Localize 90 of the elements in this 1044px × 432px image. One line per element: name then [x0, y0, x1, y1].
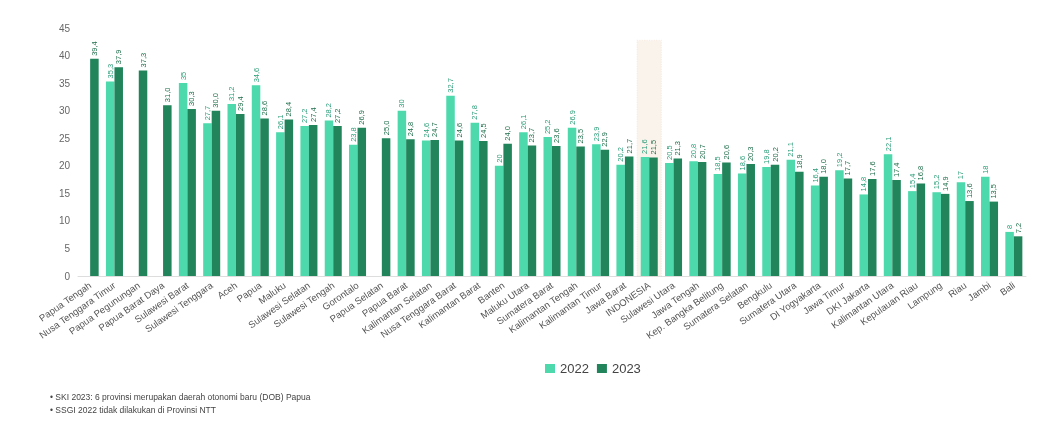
- y-tick-label: 30: [58, 105, 71, 117]
- bar: [916, 183, 926, 276]
- bar: [665, 163, 674, 276]
- y-tick-label: 0: [64, 270, 71, 282]
- bar: [689, 161, 698, 276]
- bar: [227, 104, 236, 276]
- bar: [479, 140, 488, 276]
- bar: [810, 185, 820, 276]
- bar: [430, 139, 439, 276]
- bar: [616, 164, 625, 276]
- bar: [421, 140, 431, 276]
- bar: [746, 164, 755, 276]
- bar: [673, 158, 683, 276]
- bar: [819, 176, 828, 276]
- bar: [187, 109, 196, 276]
- bar: [163, 105, 172, 276]
- bar: [333, 126, 342, 276]
- y-tick-label: 35: [58, 77, 71, 89]
- bar: [519, 132, 528, 276]
- bar: [697, 161, 707, 276]
- bar: [713, 174, 723, 276]
- y-tick-label: 25: [58, 132, 71, 144]
- bar: [835, 170, 844, 276]
- bar: [956, 182, 966, 276]
- bar: [494, 165, 504, 276]
- bar: [211, 110, 221, 276]
- bar: [600, 149, 610, 276]
- bar: [178, 83, 188, 276]
- bar: [883, 154, 893, 276]
- bar: [737, 173, 747, 276]
- bar: [324, 120, 334, 276]
- bar: [624, 156, 634, 276]
- bar: [276, 132, 285, 276]
- bar: [592, 144, 601, 276]
- bar: [406, 139, 415, 276]
- bar: [300, 126, 309, 276]
- bar: [908, 191, 917, 276]
- bar: [859, 194, 868, 276]
- text: • SKI 2023: 6 provinsi merupakan daerah otonomi baru (DOB) Papua: [50, 391, 311, 402]
- bar: [454, 140, 464, 276]
- bar: [892, 180, 901, 276]
- bar: [722, 162, 731, 276]
- bar: [567, 127, 577, 276]
- bar: [284, 119, 294, 276]
- bar: [105, 81, 115, 276]
- bar: [1013, 236, 1023, 276]
- bar: [1005, 231, 1014, 276]
- y-tick-label: 40: [58, 50, 71, 62]
- bar: [649, 157, 658, 276]
- y-tick-label: 10: [58, 215, 71, 227]
- x-tick-label: Bali: [997, 279, 1017, 298]
- bar: [868, 179, 877, 276]
- bar: [940, 193, 950, 276]
- bar: [236, 113, 245, 276]
- bar: [357, 127, 367, 276]
- y-tick-label: 15: [58, 187, 71, 199]
- x-tick-label: Riau: [946, 279, 969, 300]
- bar: [795, 171, 804, 276]
- bar: [527, 145, 537, 276]
- legend-label: 2022: [560, 361, 589, 376]
- bar: [308, 125, 318, 276]
- y-tick-label: 45: [58, 22, 71, 34]
- bar: [381, 138, 391, 276]
- text: • SSGI 2022 tidak dilakukan di Provinsi NTT: [50, 404, 216, 415]
- bar: [770, 164, 780, 276]
- bar: [543, 137, 552, 276]
- bar: [470, 122, 480, 276]
- bar: [397, 110, 407, 276]
- bar: [138, 70, 148, 276]
- bar: [90, 58, 99, 276]
- y-tick-label: 20: [58, 160, 71, 172]
- bar: [446, 95, 455, 276]
- bar: [260, 118, 269, 276]
- bar: [203, 123, 212, 276]
- bar: [786, 159, 796, 276]
- bar: [762, 166, 771, 276]
- bar: [251, 85, 261, 276]
- bar: [349, 144, 358, 276]
- bar: [576, 146, 585, 276]
- bar: [989, 201, 999, 276]
- bar: [932, 192, 941, 276]
- bar: [981, 176, 990, 276]
- bar: [503, 143, 512, 276]
- bar: [965, 201, 974, 276]
- legend-label: 2023: [611, 361, 641, 376]
- bar: [552, 145, 561, 276]
- bar: [640, 156, 650, 276]
- y-tick-label: 5: [64, 242, 71, 254]
- bar: [843, 178, 853, 276]
- bar: [114, 67, 123, 276]
